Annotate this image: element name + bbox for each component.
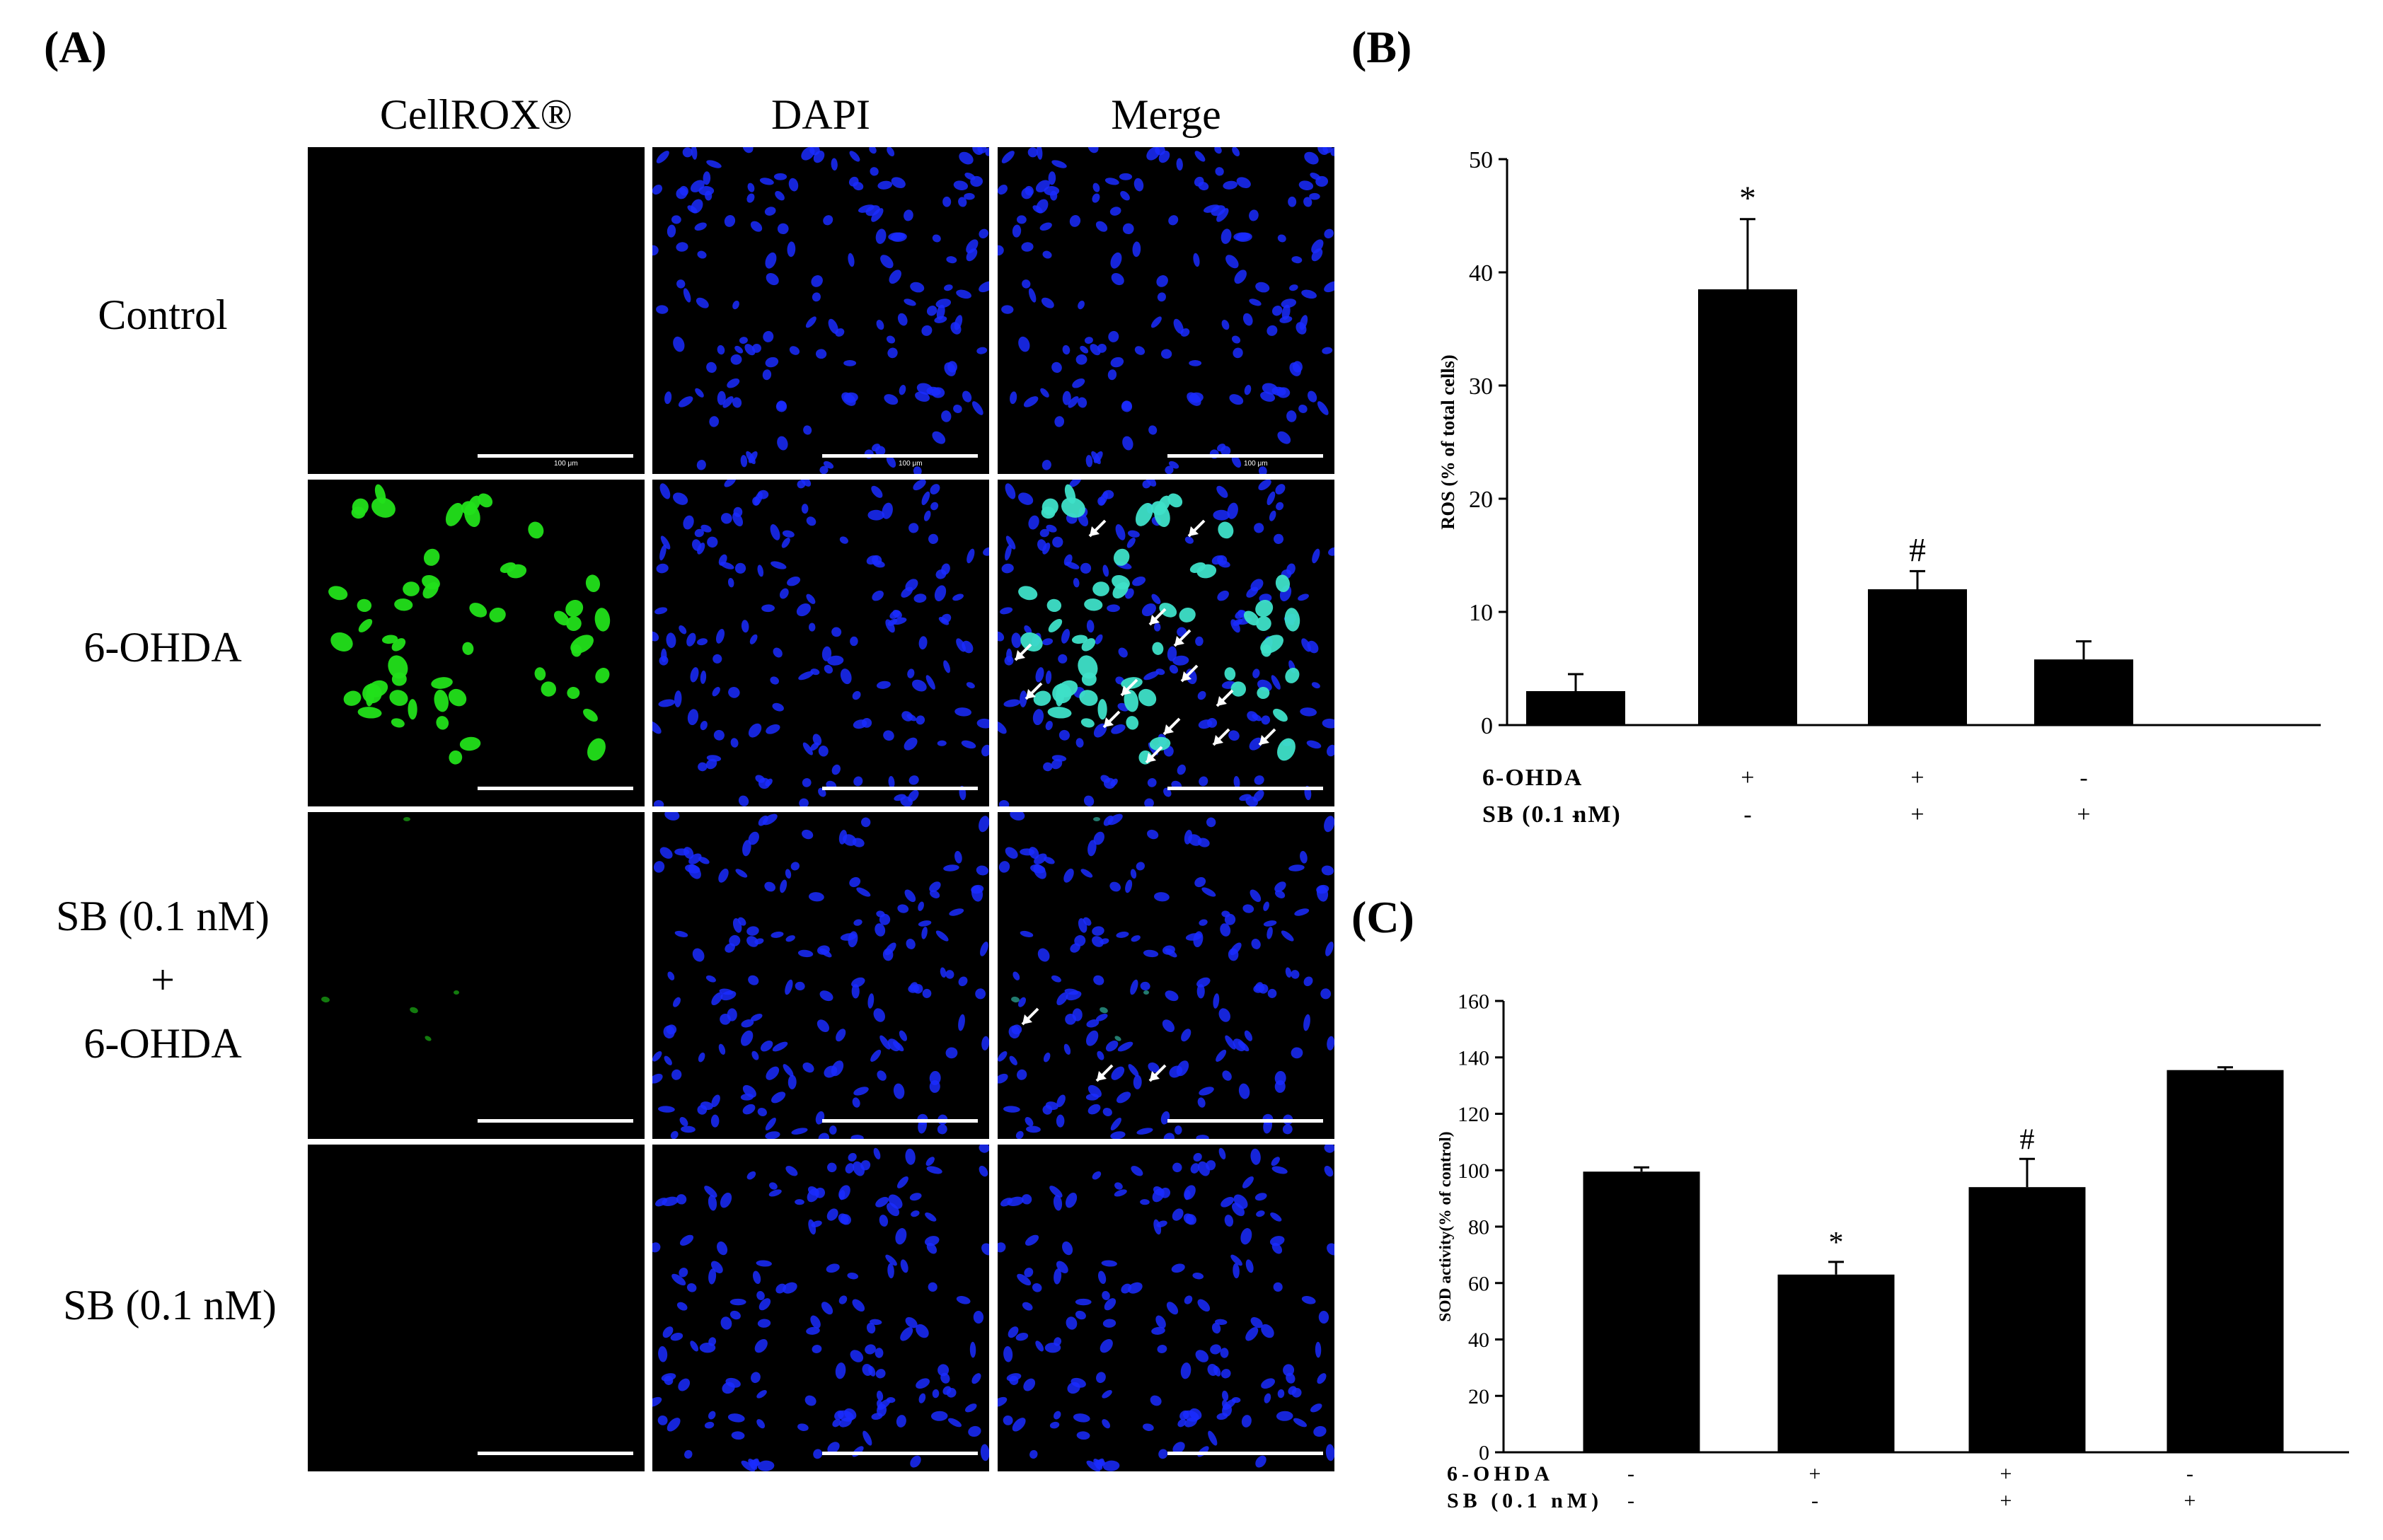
y-axis-label: SOD activity(% of control)	[1436, 1131, 1455, 1321]
row-label-line: 6-OHDA	[83, 624, 242, 671]
y-tick-label: 140	[1458, 1046, 1489, 1070]
dapi-image-row-2	[652, 480, 989, 806]
row-label-line: Control	[98, 291, 228, 338]
scale-bar	[1167, 787, 1323, 790]
scale-bar	[822, 1119, 978, 1123]
bar	[1583, 1171, 1700, 1452]
cellrox-image-row-1: 100 μm	[308, 147, 645, 474]
column-header-merge: Merge	[1111, 91, 1221, 138]
scale-bar	[1167, 1119, 1323, 1123]
scale-bar	[822, 787, 978, 790]
row-label-control: Control	[21, 283, 304, 347]
merge-image-row-2	[998, 480, 1334, 806]
significance-mark: *	[1739, 180, 1756, 217]
treatment-sign: -	[1627, 1489, 1634, 1512]
y-axis-label: ROS (% of total cells)	[1437, 354, 1458, 529]
treatment-sign: -	[1627, 1462, 1634, 1486]
scale-bar	[478, 787, 633, 790]
y-tick-label: 60	[1468, 1272, 1489, 1295]
y-tick-label: 20	[1468, 1385, 1489, 1408]
scale-bar	[478, 454, 633, 458]
dapi-image-row-4	[652, 1145, 989, 1471]
row-label-sb: SB (0.1 nM)	[28, 1273, 311, 1337]
bar	[1698, 289, 1797, 725]
treatment-sign: +	[2000, 1462, 2012, 1486]
y-tick-label: 0	[1479, 1442, 1489, 1465]
y-tick-label: 40	[1468, 1328, 1489, 1352]
dapi-image-row-1: 100 μm	[652, 147, 989, 474]
treatment-sign: +	[2184, 1489, 2196, 1512]
y-tick-label: 20	[1469, 487, 1493, 513]
y-tick-label: 160	[1458, 990, 1489, 1014]
scale-bar	[1167, 1452, 1323, 1455]
y-tick-label: 50	[1469, 147, 1493, 173]
y-tick-label: 30	[1469, 374, 1493, 400]
merge-image-row-3	[998, 812, 1334, 1139]
y-tick-label: 10	[1469, 600, 1493, 626]
merge-image-row-1: 100 μm	[998, 147, 1334, 474]
scale-bar	[478, 1452, 633, 1455]
row-label-line: SB (0.1 nM)	[63, 1282, 277, 1328]
panel-label-b: (B)	[1351, 22, 1412, 72]
scale-bar-label: 100 μm	[899, 460, 923, 468]
dapi-image-row-3	[652, 812, 989, 1139]
cellrox-image-row-2	[308, 480, 645, 806]
y-tick-label: 100	[1458, 1159, 1489, 1183]
cellrox-image-row-3	[308, 812, 645, 1139]
row-label-sb-6ohda: SB (0.1 nM) + 6-OHDA	[21, 884, 304, 1075]
treatment-label: SB (0.1 nM)	[1482, 801, 1622, 828]
column-header-dapi: DAPI	[771, 91, 870, 138]
y-tick-label: 120	[1458, 1103, 1489, 1126]
treatment-label: 6-OHDA	[1447, 1462, 1554, 1486]
row-label-line: SB (0.1 nM)	[56, 893, 270, 939]
treatment-sign: +	[1910, 765, 1924, 791]
bar	[2034, 659, 2133, 725]
significance-mark: #	[2020, 1123, 2035, 1156]
treatment-sign: +	[2000, 1489, 2012, 1512]
scale-bar	[1167, 454, 1323, 458]
y-tick-label: 0	[1481, 713, 1493, 739]
bar	[1526, 691, 1625, 725]
merge-image-row-4	[998, 1145, 1334, 1471]
treatment-sign: -	[2079, 765, 2087, 791]
treatment-sign: +	[1809, 1462, 1821, 1486]
scale-bar	[822, 454, 978, 458]
panel-label-c: (C)	[1351, 892, 1414, 942]
treatment-sign: +	[2077, 801, 2090, 828]
bar	[1777, 1274, 1895, 1452]
cellrox-image-row-4	[308, 1145, 645, 1471]
treatment-label: 6-OHDA	[1482, 765, 1583, 791]
panel-label-a: (A)	[44, 22, 107, 72]
scale-bar-label: 100 μm	[1244, 460, 1268, 468]
sod-bar-chart: 0 20 40 60 80 100 120 140 160 SOD activity(% of c…	[1436, 990, 2349, 1512]
row-label-line: 6-OHDA	[83, 1020, 242, 1067]
scale-bar	[478, 1119, 633, 1123]
treatment-sign: -	[1571, 801, 1579, 828]
treatment-label: SB (0.1 nM)	[1447, 1489, 1603, 1512]
bar	[1968, 1187, 2086, 1452]
significance-mark: *	[1829, 1227, 1844, 1259]
ros-bar-chart: 0 10 20 30 40 50 ROS (% of total cells) * #6-OHD…	[1437, 147, 2321, 828]
treatment-sign: -	[2186, 1462, 2193, 1486]
y-tick-label: 80	[1468, 1216, 1489, 1239]
column-header-cellrox: CellROX®	[379, 91, 573, 138]
bar	[2166, 1070, 2284, 1452]
treatment-sign: +	[1910, 801, 1924, 828]
y-tick-label: 40	[1469, 260, 1493, 286]
treatment-sign: -	[1811, 1489, 1818, 1512]
row-label-line: +	[151, 956, 175, 1003]
treatment-sign: -	[1571, 765, 1579, 791]
bar	[1868, 589, 1967, 725]
treatment-sign: +	[1741, 765, 1754, 791]
treatment-sign: -	[1743, 801, 1751, 828]
scale-bar-label: 100 μm	[554, 460, 578, 468]
row-label-6ohda: 6-OHDA	[21, 615, 304, 679]
scale-bar	[822, 1452, 978, 1455]
significance-mark: #	[1909, 532, 1926, 569]
